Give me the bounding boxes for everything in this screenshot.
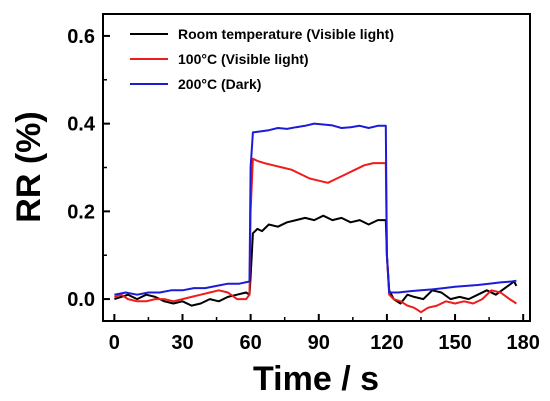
y-axis-title: RR (%): [10, 111, 48, 222]
y-tick-label: 0.0: [67, 289, 95, 311]
plot-lines: [114, 122, 518, 314]
legend-entry: Room temperature (Visible light): [178, 26, 394, 42]
legend: Room temperature (Visible light) 100°C (V…: [130, 26, 394, 92]
x-tick-label: 30: [171, 332, 193, 354]
plot-frame: [102, 13, 531, 322]
series-line-1: [114, 157, 517, 314]
y-tick-label: 0.4: [67, 114, 96, 136]
x-tick-label: 0: [109, 332, 120, 354]
x-tick-label: 60: [240, 332, 262, 354]
series-line-0: [114, 214, 518, 307]
x-tick-label: 120: [370, 332, 403, 354]
y-tick-label: 0.2: [67, 201, 95, 223]
x-tick-label: 150: [438, 332, 471, 354]
legend-entry: 100°C (Visible light): [178, 51, 309, 67]
y-tick-label: 0.6: [67, 26, 95, 48]
legend-entry: 200°C (Dark): [178, 76, 261, 92]
x-axis-title: Time / s: [253, 360, 379, 398]
series-line-2: [114, 122, 517, 296]
y-ticks: 0.0 0.2 0.4 0.6: [67, 26, 110, 311]
x-ticks: 0 30 60 90 120 150 180: [109, 314, 540, 354]
x-tick-label: 90: [308, 332, 330, 354]
x-tick-label: 180: [506, 332, 539, 354]
